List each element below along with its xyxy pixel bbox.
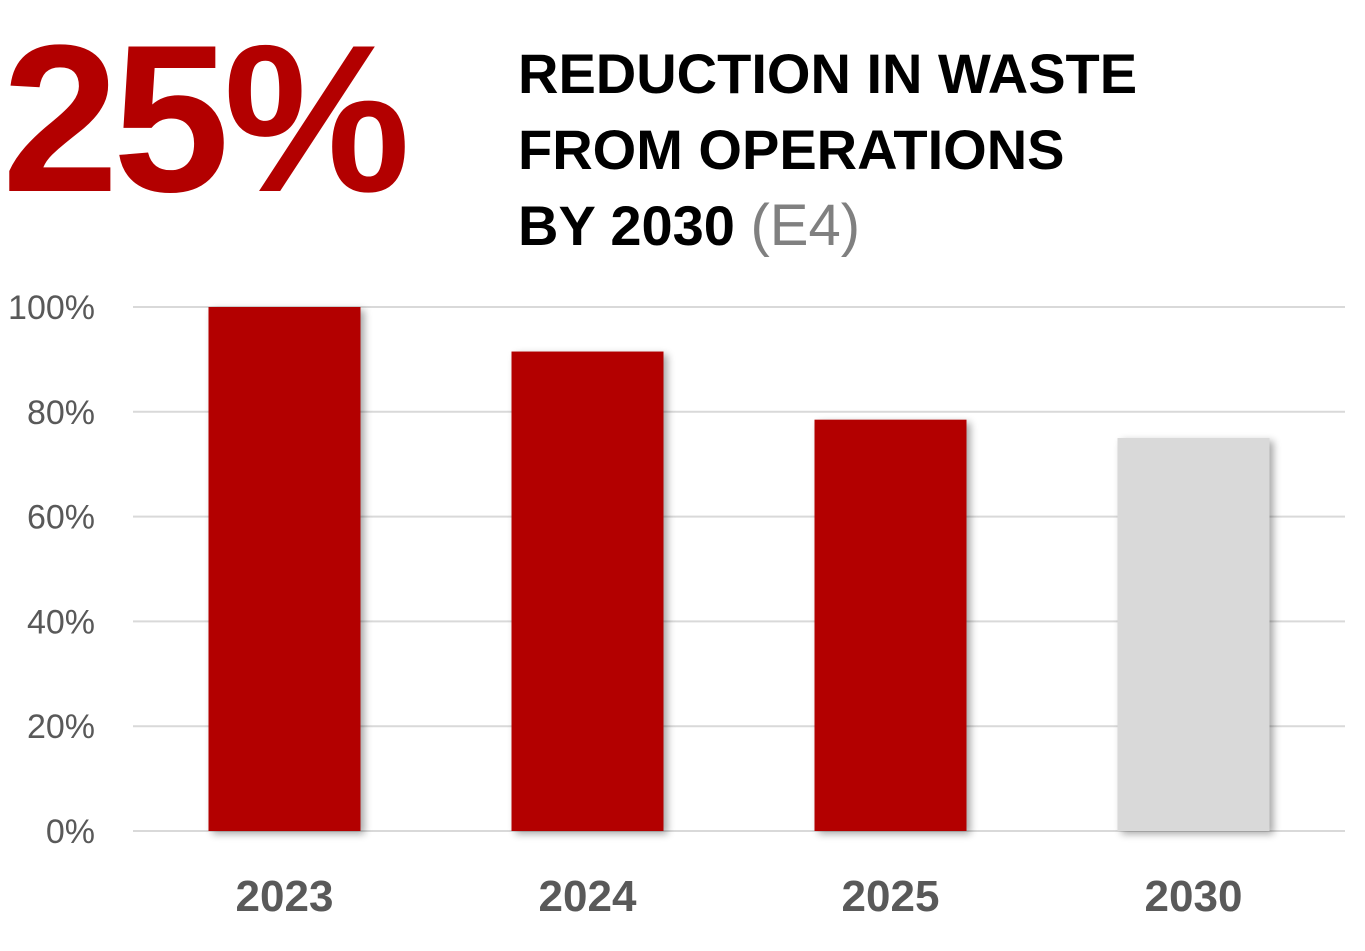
y-axis-ticks: 0% 20% 40% 60% 80% 100% [8, 289, 95, 851]
y-tick-label: 100% [8, 289, 95, 327]
headline-line-2: FROM OPERATIONS [518, 118, 1065, 181]
y-tick-label: 20% [27, 708, 95, 746]
bar-2030 [1117, 438, 1270, 831]
y-tick-label: 40% [27, 603, 95, 641]
headline-code: (E4) [750, 193, 861, 258]
bar-2024 [511, 351, 664, 831]
headline: REDUCTION IN WASTE FROM OPERATIONS BY 20… [518, 36, 1137, 264]
headline-line-3-main: BY 2030 [518, 194, 735, 257]
y-tick-label: 80% [27, 394, 95, 432]
x-tick-label: 2024 [539, 872, 637, 921]
bar-2025 [814, 419, 967, 831]
highlight-value: 25% [2, 1, 410, 236]
x-tick-label: 2023 [236, 872, 334, 921]
x-tick-label: 2030 [1145, 872, 1243, 921]
x-axis-ticks: 2023 2024 2025 2030 [236, 872, 1243, 921]
bar-2023 [208, 307, 361, 831]
headline-line-1: REDUCTION IN WASTE [518, 42, 1138, 105]
x-tick-label: 2025 [842, 872, 940, 921]
y-tick-label: 0% [46, 813, 95, 851]
headline-line-3: BY 2030 (E4) [518, 188, 1137, 264]
bars [208, 307, 1270, 831]
y-tick-label: 60% [27, 499, 95, 537]
